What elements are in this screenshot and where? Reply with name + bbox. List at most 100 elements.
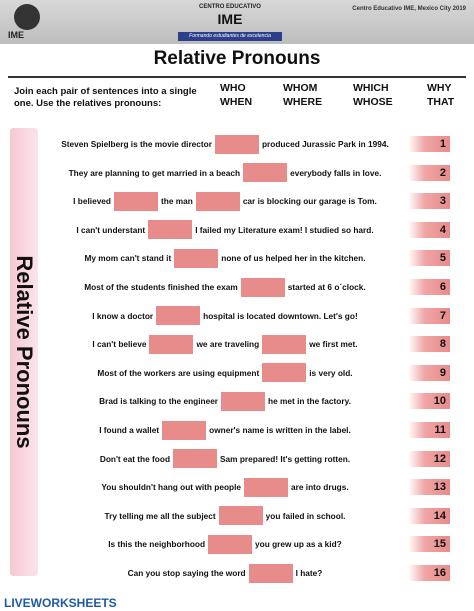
sentence-part: the man: [161, 196, 193, 207]
exercise-number: 13: [408, 479, 450, 496]
side-title: Relative Pronouns: [12, 255, 37, 449]
pronoun: WHOSE: [353, 96, 393, 108]
sentence-part: I know a doctor: [92, 310, 154, 321]
sentence-part: I failed my Literature exam! I studied s…: [195, 224, 374, 235]
sentence-part: hospital is located downtown. Let's go!: [203, 310, 358, 321]
answer-blank[interactable]: [248, 563, 293, 583]
sentence-part: Brad is talking to the engineer: [99, 396, 219, 407]
exercise-row: Try telling me all the subject you failed…: [44, 505, 406, 527]
exercise-number: 2: [408, 164, 450, 181]
sentence-part: I found a wallet: [99, 425, 160, 435]
exercise-number: 1: [408, 136, 450, 152]
pronoun: WHEN: [220, 96, 253, 108]
answer-blank[interactable]: [218, 506, 263, 526]
answer-blank[interactable]: [221, 391, 266, 411]
exercise-row: I can't understant I failed my Literature…: [44, 219, 406, 241]
header-motto: Formando estudiantes de excelencia: [178, 32, 282, 41]
exercise-number: 3: [408, 193, 450, 210]
sentence-part: Try telling me all the subject: [104, 510, 216, 521]
divider: [8, 76, 466, 78]
sentence-part: none of us helped her in the kitchen.: [221, 253, 366, 264]
exercise-number: 11: [408, 422, 450, 438]
exercise-row: Most of the workers are using equipment i…: [44, 362, 406, 384]
sentence-part: I believed: [73, 196, 111, 207]
sentence-part: you failed in school.: [265, 510, 346, 521]
sentence-part: Don't eat the food: [99, 453, 171, 464]
exercise-row: Is this the neighborhood you grew up as a…: [44, 533, 406, 555]
exercise-row: Don't eat the food Sam prepared! It's get…: [44, 448, 406, 470]
footer-brand: LIVEWORKSHEETS: [4, 596, 117, 610]
header-subtitle: CENTRO EDUCATIVO: [199, 4, 261, 10]
sentence-part: My mom can't stand it: [84, 253, 172, 264]
sentence-part: Can you stop saying the word: [127, 568, 246, 578]
school-label: Centro Educativo IME, Mexico City 2019: [352, 6, 466, 12]
exercise-number: 16: [408, 565, 450, 581]
sentence-part: I can't understant: [76, 224, 146, 235]
exercise-number: 6: [408, 279, 450, 295]
answer-blank[interactable]: [114, 191, 158, 211]
title: Relative Pronouns: [153, 48, 321, 69]
sentence-part: Is this the neighborhood: [108, 539, 206, 550]
answer-blank[interactable]: [240, 277, 285, 297]
exercise-row: Most of the students finished the exam st…: [44, 276, 406, 298]
exercise-row: Steven Spielberg is the movie director pr…: [44, 133, 406, 155]
pronoun: WHOM: [283, 82, 318, 94]
answer-blank[interactable]: [262, 363, 307, 383]
exercise-row: I know a doctor hospital is located downt…: [44, 305, 406, 327]
answer-blank[interactable]: [149, 334, 194, 354]
sentence-part: started at 6 o´clock.: [287, 282, 366, 292]
answer-blank[interactable]: [214, 134, 259, 154]
exercise-number: 15: [408, 536, 450, 553]
sentence-part: car is blocking our garage is Tom.: [242, 196, 377, 207]
exercise-row: I believed the man car is blocking our gar…: [44, 190, 406, 212]
answer-blank[interactable]: [173, 449, 218, 469]
exercise-number: 4: [408, 221, 450, 238]
answer-blank[interactable]: [162, 420, 207, 440]
answer-blank[interactable]: [243, 163, 288, 183]
exercise-row: My mom can't stand it none of us helped h…: [44, 247, 406, 269]
exercise-number: 8: [408, 336, 450, 353]
sentence-part: Most of the students finished the exam: [84, 282, 238, 292]
sentence-part: you grew up as a kid?: [255, 539, 342, 550]
sentence-part: produced Jurassic Park in 1994.: [261, 139, 389, 149]
exercise-number: 9: [408, 364, 450, 381]
header-name: IME: [217, 11, 243, 27]
sentence-part: owner's name is written in the label.: [209, 425, 351, 435]
instructions: Join each pair of sentences into a singl…: [14, 86, 197, 109]
answer-blank[interactable]: [208, 534, 253, 554]
sentence-part: I hate?: [295, 568, 323, 578]
exercise-number: 5: [408, 250, 450, 267]
exercise-number: 14: [408, 507, 450, 524]
exercise-number: 12: [408, 450, 450, 467]
exercise-row: I can't believe we are traveling we first …: [44, 333, 406, 355]
pronoun: WHERE: [283, 96, 323, 108]
sentence-part: Sam prepared! It's getting rotten.: [220, 453, 351, 464]
answer-blank[interactable]: [148, 220, 193, 240]
exercise-row: They are planning to get married in a be…: [44, 162, 406, 184]
sentence-part: Steven Spielberg is the movie director: [61, 139, 212, 149]
logo-name: IME: [8, 30, 25, 40]
sentence-part: I can't believe: [92, 339, 147, 350]
answer-blank[interactable]: [262, 334, 307, 354]
sentence-part: we first met.: [309, 339, 358, 350]
answer-blank[interactable]: [174, 248, 219, 268]
sentence-part: You shouldn't hang out with people: [101, 482, 241, 493]
answer-blank[interactable]: [156, 306, 201, 326]
exercise-row: I found a wallet owner's name is written …: [44, 419, 406, 441]
pronoun: WHO: [220, 82, 246, 94]
exercise-row: Brad is talking to the engineer he met in…: [44, 390, 406, 412]
side-band: [10, 128, 38, 576]
sentence-part: everybody falls in love.: [290, 167, 382, 178]
sentence-part: is very old.: [309, 367, 353, 378]
answer-blank[interactable]: [244, 477, 288, 497]
logo-icon: [14, 4, 40, 30]
pronoun: THAT: [427, 96, 455, 108]
sentence-part: we are traveling: [196, 339, 260, 350]
exercise-number: 10: [408, 393, 450, 410]
sentence-part: are into drugs.: [291, 482, 349, 493]
pronoun: WHICH: [353, 82, 389, 94]
sentence-part: Most of the workers are using equipment: [97, 367, 260, 378]
answer-blank[interactable]: [195, 191, 240, 211]
sentence-part: he met in the factory.: [268, 396, 351, 407]
